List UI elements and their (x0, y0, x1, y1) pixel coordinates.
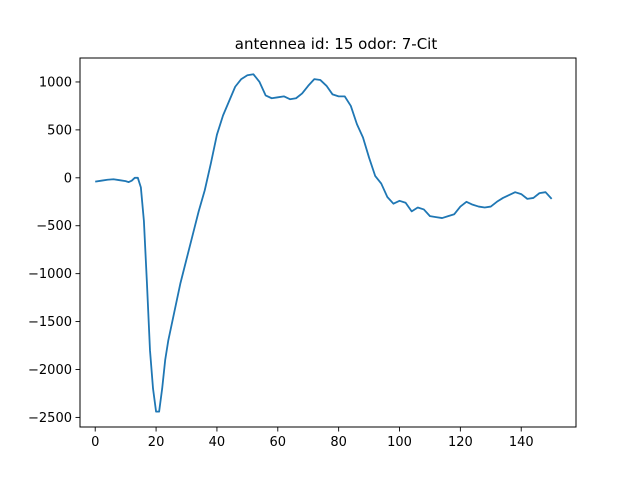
x-tick-label: 20 (148, 435, 165, 450)
x-tick-label: 40 (209, 435, 226, 450)
y-tick-label: −2500 (28, 411, 72, 426)
x-tick-label: 140 (509, 435, 534, 450)
series-line-0 (95, 73, 553, 413)
plot-area (95, 73, 553, 413)
y-tick-label: −1000 (28, 267, 72, 282)
y-tick-label: 500 (47, 123, 72, 138)
x-tick-label: 0 (91, 435, 99, 450)
x-axis: 0 20 40 60 80 100 120 140 (91, 427, 534, 450)
x-tick-label: 100 (387, 435, 412, 450)
y-tick-label: −500 (36, 219, 72, 234)
y-axis: −2500 −2000 −1500 −1000 −500 0 500 1000 (28, 75, 80, 426)
y-tick-label: 1000 (39, 75, 72, 90)
y-tick-label: −1500 (28, 315, 72, 330)
y-tick-label: −2000 (28, 363, 72, 378)
axes-frame (79, 57, 577, 428)
chart-title: antennea id: 15 odor: 7-Cit (235, 35, 438, 53)
x-tick-label: 80 (330, 435, 347, 450)
x-tick-label: 60 (270, 435, 287, 450)
x-tick-label: 120 (448, 435, 473, 450)
y-tick-label: 0 (64, 171, 72, 186)
